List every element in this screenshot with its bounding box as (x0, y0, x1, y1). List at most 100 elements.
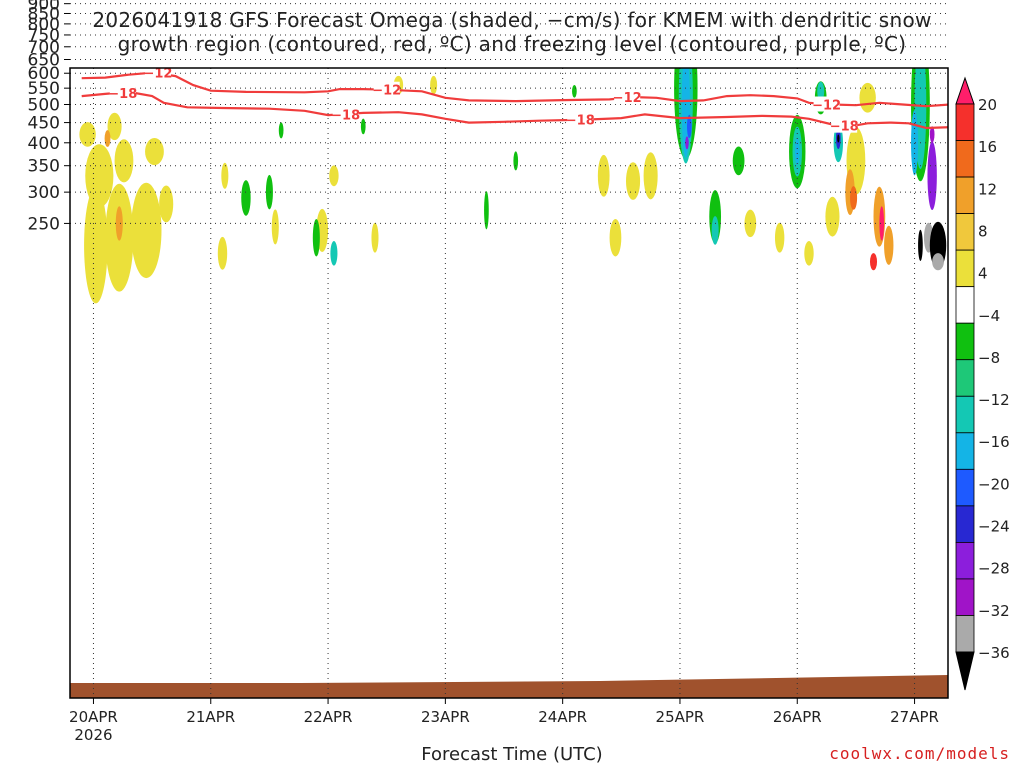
colorbar-cell (955, 322, 975, 361)
y-tick-label: 850 (28, 4, 60, 24)
colorbar-cell (955, 615, 975, 653)
omega-shade-patch (265, 174, 273, 210)
omega-shade-patch (715, 18, 727, 47)
contour-label: 0 (253, 42, 262, 57)
colorbar-label: 8 (978, 222, 988, 240)
colorbar-cell (955, 359, 975, 397)
omega-shade-patch (79, 122, 96, 147)
colorbar-label: −28 (978, 560, 1010, 578)
omega-shade-patch (430, 75, 438, 95)
plot-frame (69, 67, 949, 699)
colorbar-label: −8 (978, 349, 1000, 367)
y-tick-label: 500 (28, 96, 60, 116)
y-tick-label: 350 (28, 157, 60, 177)
contour-label-bg (567, 111, 594, 127)
omega-shade-patch (652, 34, 661, 51)
contour-label: 0 (816, 53, 825, 68)
omega-shade-patch (329, 165, 339, 187)
omega-shade-patch (774, 222, 785, 253)
omega-shade-patch (804, 241, 814, 266)
contour-label: −18 (331, 108, 360, 123)
contour-label-bg (373, 81, 400, 97)
x-axis: 20APR 21APR 22APR 23APR 24APR 25APR 26APR 27APR… (69, 698, 939, 744)
omega-shade-patch (131, 44, 138, 54)
omega-shade-patch (794, 138, 800, 166)
colorbar-cell (955, 505, 975, 543)
omega-shade-patch (326, 6, 330, 16)
contour-label: −18 (108, 87, 137, 102)
omega-shade-patch (115, 206, 123, 241)
omega-shade-patch (837, 134, 840, 143)
colorbar-cell (955, 468, 975, 507)
omega-shade-patch (90, 10, 104, 24)
omega-shade-patch (626, 162, 641, 200)
colorbar-label: −16 (978, 433, 1010, 451)
x-tick-label: 25APR (656, 708, 705, 726)
omega-shade-patch (117, 14, 122, 22)
ground-band (70, 675, 948, 698)
contour-label: 0 (394, 41, 403, 56)
colorbar: 20 16 12 8 4 −4 −8 −12 −16 −20 −24 −28 −32 −36 (955, 76, 1010, 691)
chart-title: 2026041918 GFS Forecast Omega (shaded, −… (0, 8, 1024, 56)
colorbar-cell (955, 140, 975, 178)
omega-shade-patch (330, 241, 338, 266)
y-tick-label: 300 (28, 183, 60, 203)
y-tick-label: 950 (28, 0, 60, 5)
x-tick-label: 24APR (538, 708, 587, 726)
contour-label-bg (808, 51, 834, 66)
omega-shade-patch (828, 48, 837, 66)
omega-shade-patch (685, 136, 689, 150)
colorbar-bottom-triangle (955, 651, 975, 691)
omega-shade-patch (130, 182, 162, 279)
omega-shade-patch (221, 162, 229, 189)
contour-label-bg (614, 89, 641, 105)
contour-label-bg (109, 84, 136, 100)
omega-shade-patch (911, 110, 919, 176)
omega-shade-patch (927, 141, 937, 211)
omega-shade-patch (687, 38, 692, 60)
x-tick-label: 23APR (421, 708, 470, 726)
omega-shade-patch (371, 222, 379, 253)
y-tick-label: 700 (28, 38, 60, 58)
contour-label: −12 (812, 99, 841, 114)
omega-shade-patch (929, 126, 935, 143)
y-tick-label: 650 (28, 50, 60, 70)
y-axis: 250 300 350 4004505005506006507007508008509… (28, 0, 70, 234)
grid-lines (70, 3, 948, 698)
contour-label: −12 (613, 91, 642, 106)
colorbar-label: 16 (978, 138, 997, 156)
colorbar-label: −4 (978, 307, 1000, 325)
omega-shade-patch (609, 218, 622, 257)
omega-shade-patch (869, 253, 878, 271)
contour-label-bg (585, 51, 611, 66)
colorbar-label: −36 (978, 644, 1010, 662)
omega-shade-patch (484, 191, 489, 230)
x-tick-label: 22APR (304, 708, 353, 726)
omega-shade-patch (215, 0, 219, 6)
omega-shade-patch (530, 13, 537, 21)
omega-shade-patch (104, 130, 111, 147)
omega-shade-patch (513, 151, 519, 171)
x-tick-label: 26APR (773, 708, 822, 726)
contour-label-bg (332, 106, 359, 122)
chart-title-line1: 2026041918 GFS Forecast Omega (shaded, −… (92, 8, 932, 32)
colorbar-cell (955, 286, 975, 324)
colorbar-cell (955, 213, 975, 251)
ground-surface (70, 675, 948, 698)
omega-shade-patch (856, 5, 868, 17)
omega-shade-patch (686, 114, 692, 139)
colorbar-top-triangle (955, 76, 975, 105)
omega-shade-patch (271, 209, 279, 245)
x-tick-label: 27APR (890, 708, 939, 726)
contour-lines: −18 −18 −18 −18 −12 −12 −12 −12 0 0 0 0 (81, 41, 948, 135)
colorbar-cell (955, 395, 975, 434)
omega-shade-patch (817, 81, 825, 101)
omega-shade-patch (278, 122, 284, 139)
omega-shade-patch (85, 144, 114, 208)
y-tick-label: 250 (28, 214, 60, 234)
omega-shade-patch (643, 152, 658, 200)
contour-label: −12 (372, 84, 401, 99)
omega-shade-patch (325, 2, 332, 20)
omega-shade-patch (884, 225, 894, 265)
colorbar-label: −20 (978, 475, 1010, 493)
